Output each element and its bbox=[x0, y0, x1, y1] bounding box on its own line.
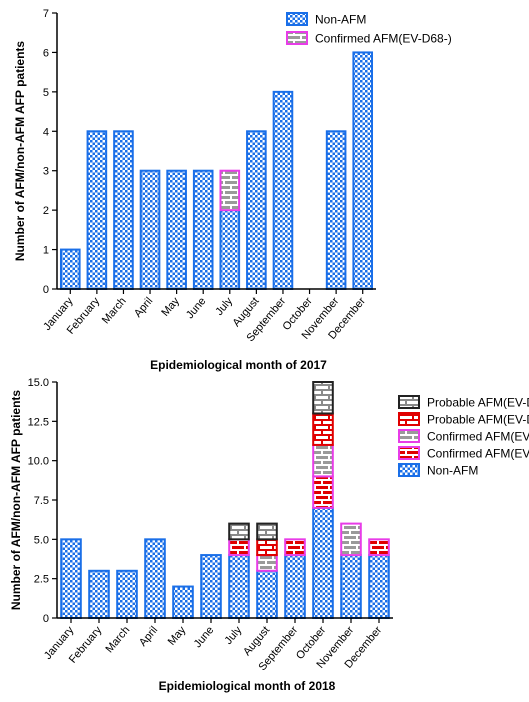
x-tick-label: March bbox=[103, 624, 132, 655]
x-tick-label: June bbox=[192, 624, 217, 650]
x-tick-label: June bbox=[184, 295, 209, 321]
y-tick-label: 5 bbox=[43, 87, 49, 99]
bar-july-probable_neg bbox=[228, 522, 250, 541]
bar-april-non_afm bbox=[144, 538, 166, 619]
bar-december-non_afm bbox=[368, 554, 390, 619]
bar-september-confirmed_pos bbox=[284, 538, 306, 557]
y-tick-label: 1 bbox=[43, 245, 49, 257]
x-tick-label: July bbox=[213, 295, 235, 318]
bar-march-non_afm bbox=[113, 130, 134, 290]
bar-august-non_afm bbox=[246, 130, 267, 290]
x-tick-label: May bbox=[166, 624, 189, 648]
legend-label-confirmed_neg: Confirmed AFM(EV-D68-) bbox=[315, 32, 452, 46]
y-tick-label: 3 bbox=[43, 166, 49, 178]
y-axis-title: Number of AFM/non-AFM AFP patients bbox=[13, 41, 27, 262]
legend-swatch-probable_neg bbox=[398, 395, 420, 409]
legend-label-confirmed_neg: Confirmed AFM(EV-D68-) bbox=[427, 430, 529, 444]
bar-november-non_afm bbox=[340, 554, 362, 619]
y-tick-label: 0 bbox=[43, 284, 49, 296]
bar-january-non_afm bbox=[59, 248, 81, 290]
bar-august-confirmed_neg bbox=[256, 554, 278, 572]
bar-december-confirmed_pos bbox=[368, 538, 390, 557]
bar-december-non_afm bbox=[352, 51, 374, 290]
legend-swatch-non_afm bbox=[398, 463, 420, 477]
bar-july-non_afm bbox=[219, 209, 241, 290]
y-tick-label: 2.5 bbox=[34, 574, 49, 586]
bar-june-non_afm bbox=[192, 169, 214, 290]
y-tick-label: 15.0 bbox=[28, 377, 49, 389]
bar-march-non_afm bbox=[116, 569, 138, 619]
x-axis-title: Epidemiological month of 2017 bbox=[150, 358, 327, 372]
bar-october-confirmed_pos bbox=[312, 475, 334, 509]
x-tick-label: March bbox=[100, 295, 129, 326]
legend-label-non_afm: Non-AFM bbox=[427, 464, 478, 478]
legend-swatch-confirmed_pos bbox=[398, 446, 420, 460]
y-tick-label: 7.5 bbox=[34, 495, 49, 507]
bar-january-non_afm bbox=[60, 538, 82, 619]
y-tick-label: 5.0 bbox=[34, 534, 49, 546]
bar-february-non_afm bbox=[88, 569, 110, 619]
x-tick-label: July bbox=[223, 624, 245, 647]
bar-april-non_afm bbox=[139, 169, 161, 290]
bar-june-non_afm bbox=[200, 554, 222, 619]
legend-swatch-confirmed_neg bbox=[286, 31, 308, 45]
bar-august-non_afm bbox=[256, 569, 278, 619]
legend-swatch-non_afm bbox=[286, 12, 308, 26]
bar-may-non_afm bbox=[166, 169, 187, 290]
y-tick-label: 7 bbox=[43, 8, 49, 20]
y-tick-label: 6 bbox=[43, 47, 49, 59]
bar-october-probable_neg bbox=[312, 381, 334, 415]
legend-label-confirmed_pos: Confirmed AFM(EV-D68+) bbox=[427, 447, 529, 461]
y-tick-label: 12.5 bbox=[28, 416, 49, 428]
y-axis-title: Number of AFM/non-AFM AFP patients bbox=[9, 390, 23, 611]
bar-august-probable_pos bbox=[256, 538, 278, 557]
bar-february-non_afm bbox=[86, 130, 108, 290]
x-tick-label: April bbox=[132, 295, 155, 320]
bar-august-probable_neg bbox=[256, 522, 278, 541]
legend-label-probable_pos: Probable AFM(EV-D68+) bbox=[427, 413, 529, 427]
y-tick-label: 4 bbox=[43, 126, 49, 138]
bar-october-confirmed_neg bbox=[312, 443, 334, 478]
bar-september-non_afm bbox=[284, 554, 306, 619]
legend-swatch-confirmed_neg bbox=[398, 429, 420, 443]
legend-swatch-probable_pos bbox=[398, 412, 420, 426]
y-tick-label: 2 bbox=[43, 205, 49, 217]
bar-november-confirmed_neg bbox=[340, 522, 362, 557]
bar-july-non_afm bbox=[228, 554, 250, 619]
y-tick-label: 0 bbox=[43, 613, 49, 625]
bar-november-non_afm bbox=[325, 130, 347, 290]
bar-october-probable_pos bbox=[312, 412, 334, 446]
legend-label-non_afm: Non-AFM bbox=[315, 13, 366, 27]
x-axis-title: Epidemiological month of 2018 bbox=[159, 679, 336, 693]
bar-september-non_afm bbox=[272, 90, 294, 290]
bar-october-non_afm bbox=[312, 506, 334, 619]
legend-label-probable_neg: Probable AFM(EV-D68-) bbox=[427, 396, 529, 410]
x-tick-label: May bbox=[159, 295, 182, 319]
x-tick-label: April bbox=[137, 624, 160, 649]
bar-may-non_afm bbox=[172, 585, 194, 619]
y-tick-label: 10.0 bbox=[28, 456, 49, 468]
bar-july-confirmed_neg bbox=[219, 169, 241, 212]
bar-july-confirmed_pos bbox=[228, 538, 250, 557]
